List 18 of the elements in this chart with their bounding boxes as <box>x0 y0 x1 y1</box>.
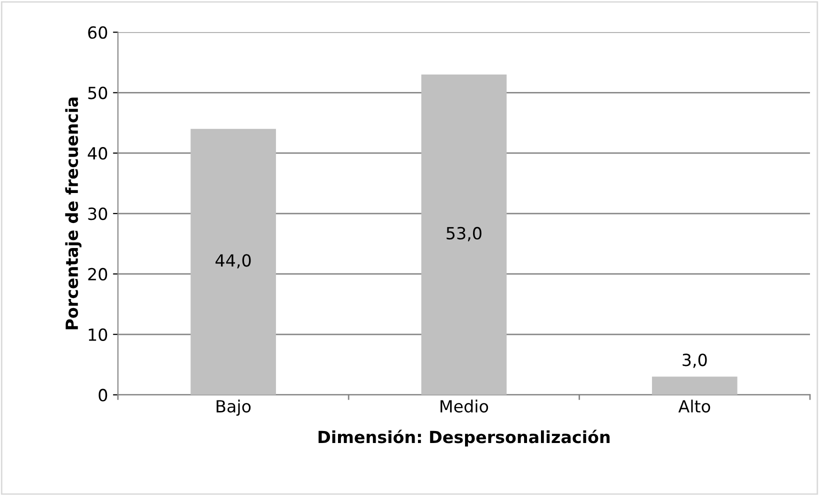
data-label: 53,0 <box>446 226 482 242</box>
bar <box>421 74 507 395</box>
x-axis-title: Dimensión: Despersonalización <box>318 430 610 446</box>
y-tick-label: 20 <box>88 268 108 281</box>
y-tick-label: 60 <box>88 26 108 39</box>
y-axis-title: Porcentaje de frecuencia <box>65 98 82 330</box>
y-tick-label: 40 <box>88 147 108 160</box>
y-tick-label: 50 <box>88 86 108 100</box>
bar <box>652 376 738 395</box>
bar <box>190 128 276 395</box>
y-tick-label: 10 <box>88 328 108 341</box>
x-tick-label: Bajo <box>216 400 251 416</box>
x-tick-label: Medio <box>440 400 488 413</box>
y-tick-label: 0 <box>98 388 108 402</box>
x-tick-label: Alto <box>678 400 710 413</box>
data-label: 3,0 <box>682 354 707 368</box>
data-label: 44,0 <box>216 254 251 268</box>
y-tick-label: 30 <box>88 207 108 220</box>
